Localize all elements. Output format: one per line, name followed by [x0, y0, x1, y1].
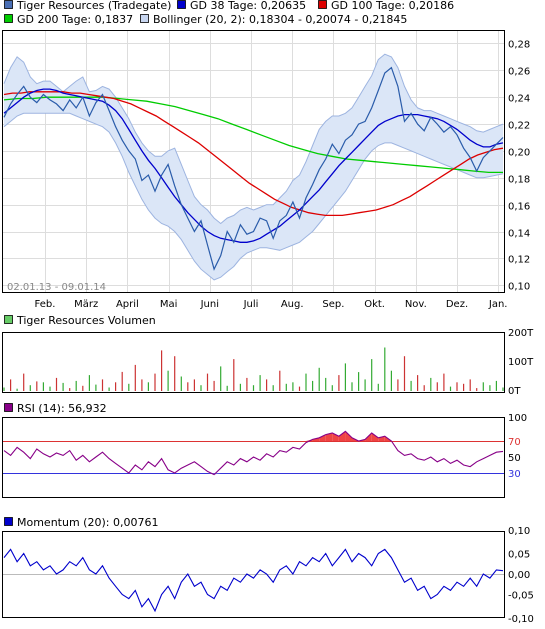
momentum-y-tick-label: 0,05	[508, 550, 530, 561]
month-label: Dez.	[446, 299, 468, 310]
momentum-y-tick-label: 0,00	[508, 570, 530, 581]
legend-label: GD 200 Tage: 0,1837	[17, 13, 133, 26]
price-y-tick-label: 0,12	[508, 255, 530, 266]
month-label: Mai	[160, 299, 178, 310]
gd100-line	[3, 91, 504, 217]
month-label: Juni	[200, 299, 219, 310]
rsi-y-tick-label: 30	[508, 469, 521, 480]
legend-swatch	[140, 14, 149, 23]
month-label: Sep.	[322, 299, 344, 310]
momentum-y-tick-label: 0,10	[508, 526, 530, 537]
volume-panel-frame	[2, 332, 505, 393]
rsi-overbought-fill	[338, 431, 346, 441]
price-y-tick-label: 0,20	[508, 148, 530, 159]
rsi-overbought-fill	[325, 433, 333, 441]
momentum-y-tick-label: -0,05	[508, 590, 534, 601]
rsi-overbought-fill	[371, 433, 379, 441]
month-label: Nov.	[405, 299, 427, 310]
momentum-line	[3, 548, 504, 613]
volume-y-tick-label: 200T	[508, 328, 534, 339]
month-label: Jan.	[488, 299, 508, 310]
price-y-tick-label: 0,22	[508, 121, 530, 132]
price-line	[3, 66, 504, 271]
rsi-overbought-fill	[319, 434, 326, 441]
gd38-line	[3, 88, 504, 243]
rsi-overbought-fill	[345, 431, 352, 441]
month-label: Okt.	[364, 299, 385, 310]
price-y-tick-label: 0,18	[508, 175, 530, 186]
date-range-label: 02.01.13 - 09.01.14	[7, 282, 106, 293]
month-label: Feb.	[35, 299, 56, 310]
gd200-line	[3, 96, 503, 174]
price-y-tick-label: 0,10	[508, 282, 530, 293]
month-label: Juli	[243, 299, 259, 310]
momentum-title: Momentum (20): 0,00761	[17, 516, 158, 529]
legend-label: GD 38 Tage: 0,20635	[190, 0, 306, 12]
momentum-legend-swatch	[4, 517, 13, 526]
rsi-y-tick-label: 50	[508, 453, 521, 464]
legend-swatch	[4, 0, 13, 9]
rsi-line	[3, 430, 504, 476]
rsi-overbought-fill	[332, 433, 339, 441]
price-y-tick-label: 0,16	[508, 202, 530, 213]
legend-swatch	[4, 14, 13, 23]
volume-legend-swatch	[4, 315, 13, 324]
price-y-tick-label: 0,14	[508, 229, 530, 240]
legend-swatch	[318, 0, 327, 9]
bollinger-lower-line	[3, 112, 504, 281]
price-y-tick-label: 0,26	[508, 67, 530, 78]
price-y-tick-label: 0,28	[508, 40, 530, 51]
legend-label: GD 100 Tage: 0,20186	[331, 0, 454, 12]
legend-label: Tiger Resources (Tradegate)	[16, 0, 171, 12]
price-panel-frame	[2, 30, 505, 293]
momentum-y-tick-label: -0,10	[508, 614, 534, 625]
volume-y-tick-label: 0T	[508, 386, 521, 397]
volume-title: Tiger Resources Volumen	[16, 314, 156, 327]
price-y-tick-label: 0,24	[508, 94, 530, 105]
volume-y-tick-label: 100T	[508, 357, 534, 368]
rsi-title: RSI (14): 56,932	[17, 402, 107, 415]
month-label: April	[116, 299, 139, 310]
legend-swatch	[177, 0, 186, 9]
month-label: Aug.	[281, 299, 304, 310]
rsi-legend-swatch	[4, 403, 13, 412]
legend-label: Bollinger (20, 2): 0,18304 - 0,20074 - 0…	[153, 13, 407, 26]
bollinger-band-fill	[4, 54, 503, 280]
month-label: März	[74, 299, 98, 310]
rsi-y-tick-label: 70	[508, 437, 521, 448]
bollinger-upper-line	[3, 53, 504, 225]
rsi-y-tick-label: 100	[508, 413, 527, 424]
